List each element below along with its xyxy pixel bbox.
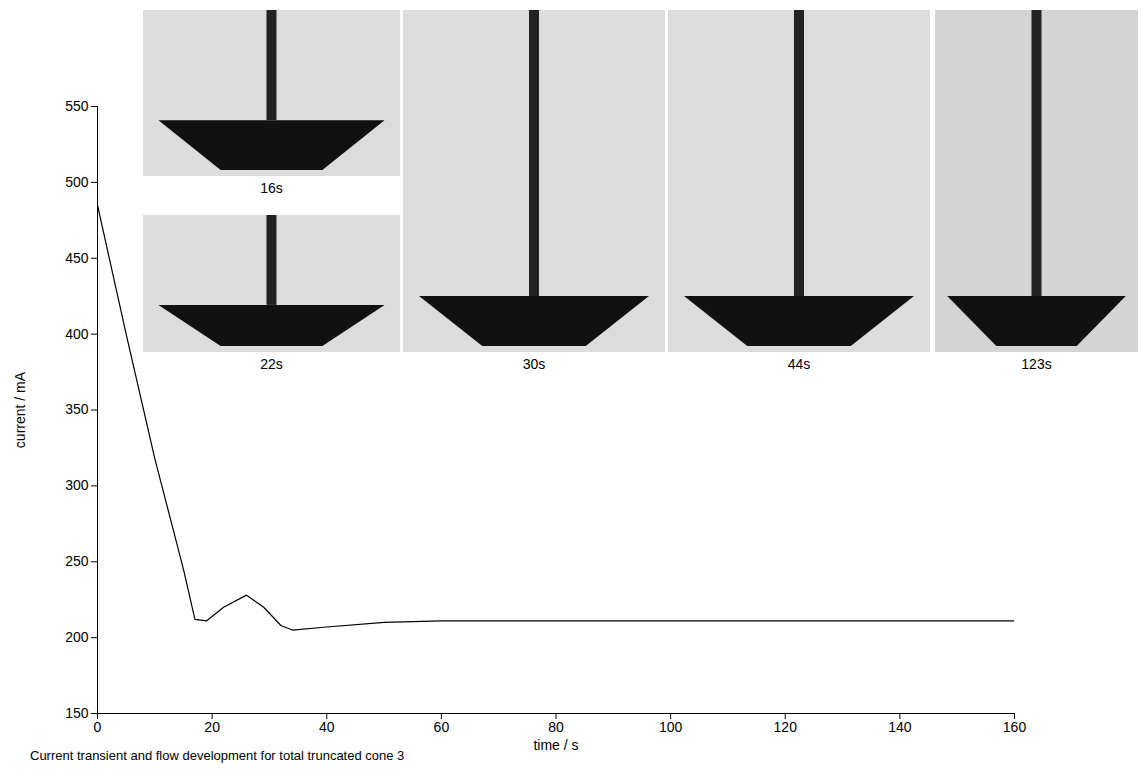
svg-text:200: 200 (65, 629, 89, 645)
svg-text:40: 40 (319, 719, 335, 735)
svg-text:450: 450 (65, 250, 89, 266)
svg-text:400: 400 (65, 326, 89, 342)
svg-text:300: 300 (65, 477, 89, 493)
svg-text:100: 100 (659, 719, 683, 735)
svg-text:550: 550 (65, 98, 89, 114)
html-text:30s: 30s (522, 356, 546, 372)
html-text:22s: 22s (260, 356, 283, 372)
svg-text:60: 60 (434, 719, 450, 735)
html-text:44s: 44s (787, 356, 811, 372)
html-text:123s: 123s (1021, 356, 1052, 372)
svg-text:250: 250 (65, 553, 89, 569)
svg-text:current / mA: current / mA (12, 371, 28, 448)
svg-text:20: 20 (204, 719, 220, 735)
svg-text:80: 80 (548, 719, 564, 735)
svg-text:350: 350 (65, 401, 89, 417)
svg-text:120: 120 (774, 719, 798, 735)
svg-text:140: 140 (888, 719, 912, 735)
svg-text:500: 500 (65, 174, 89, 190)
html-text:16s: 16s (260, 180, 283, 196)
svg-text:160: 160 (1003, 719, 1027, 735)
svg-text:0: 0 (94, 719, 102, 735)
html-text:Current transient and flow dev: Current transient and flow development f… (30, 748, 405, 763)
svg-text:time / s: time / s (533, 737, 578, 753)
svg-text:150: 150 (65, 705, 89, 721)
